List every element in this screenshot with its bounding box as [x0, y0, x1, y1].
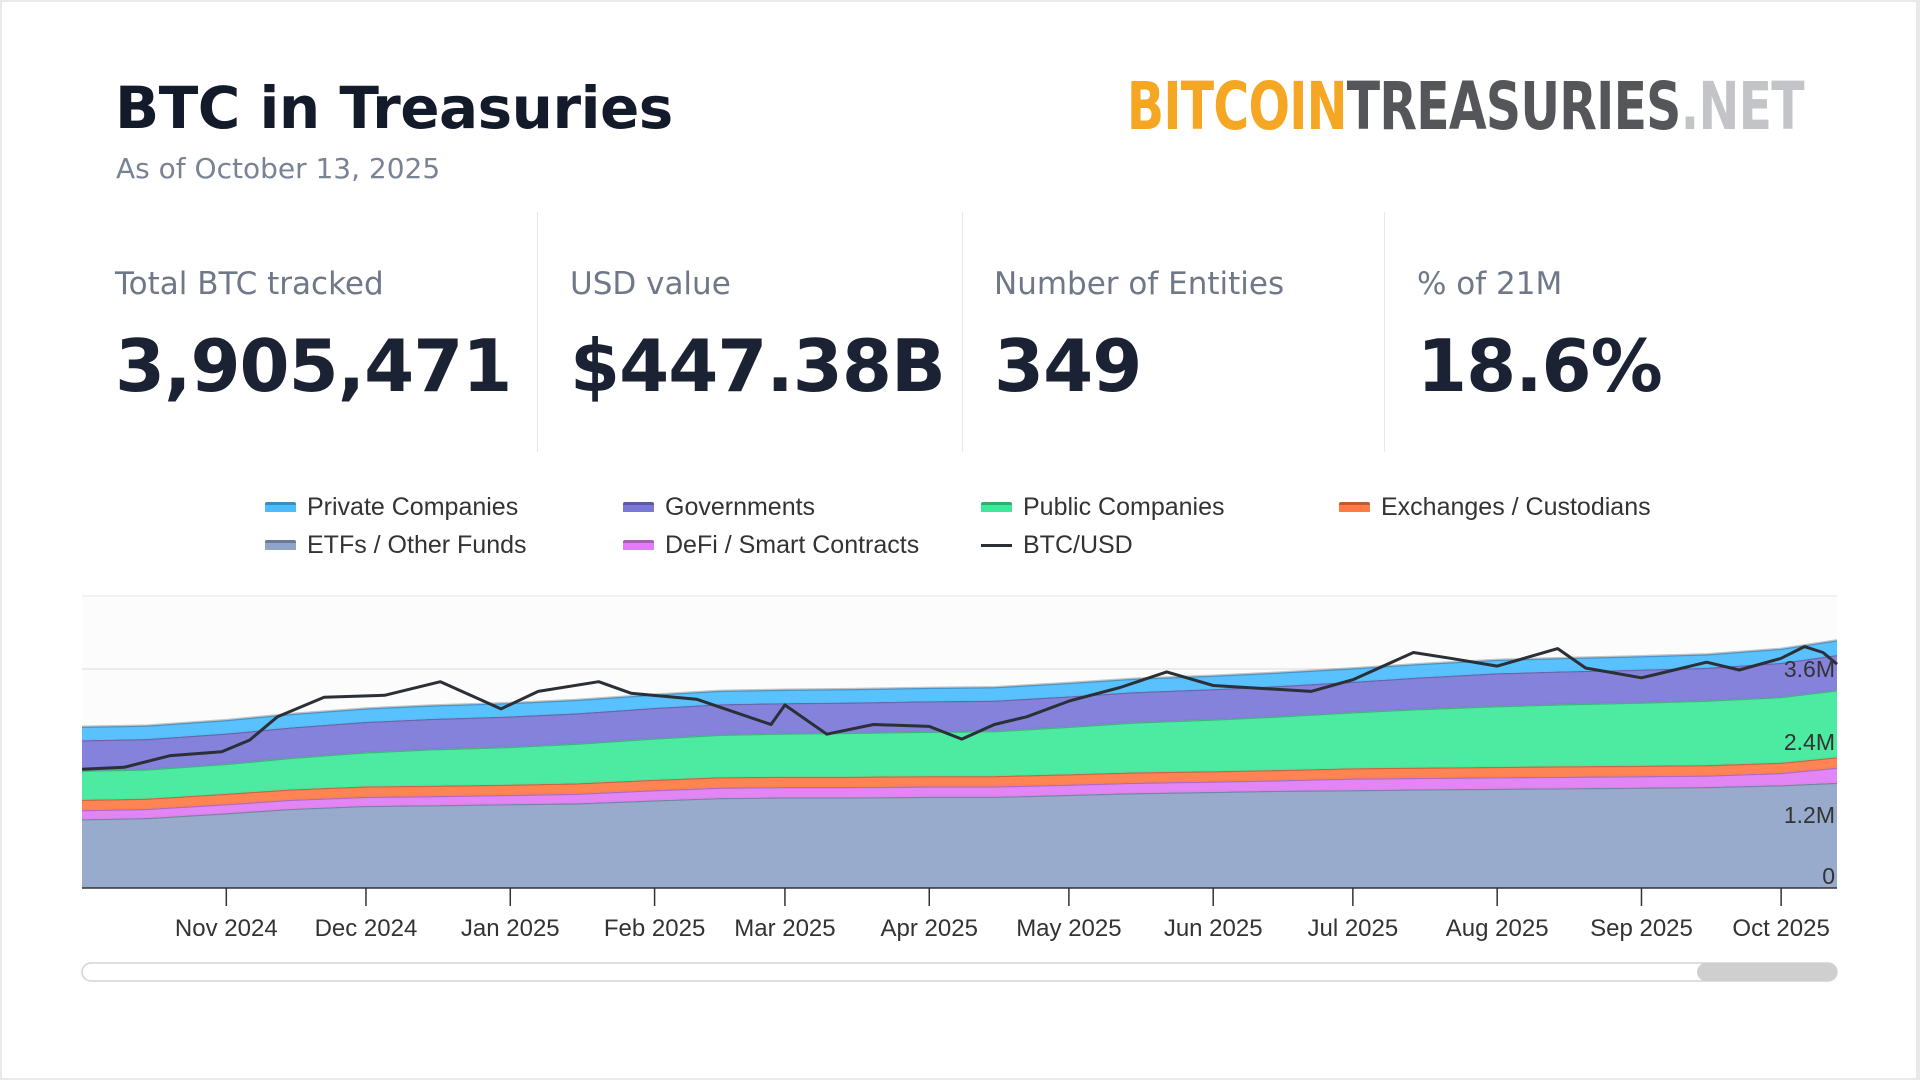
stat-label: USD value	[570, 266, 731, 302]
x-tick-label: May 2025	[1016, 915, 1121, 942]
legend-label: Private Companies	[307, 492, 519, 521]
x-tick-label: Oct 2025	[1732, 915, 1829, 942]
stats-row: Total BTC tracked 3,905,471 USD value $4…	[2, 212, 1916, 452]
legend-swatch	[623, 540, 654, 550]
legend-swatch	[623, 502, 654, 512]
x-tick-label: Dec 2024	[315, 915, 418, 942]
y-tick-label: 2.4M	[1784, 729, 1835, 755]
x-tick-label: Mar 2025	[734, 915, 835, 942]
legend-swatch	[265, 502, 296, 512]
area-defi	[82, 767, 1837, 820]
x-tick-label: Aug 2025	[1446, 915, 1549, 942]
legend-swatch	[981, 502, 1012, 512]
page-subtitle: As of October 13, 2025	[116, 152, 441, 185]
stat-label: Total BTC tracked	[115, 266, 384, 302]
legend-item-etfs[interactable]: ETFs / Other Funds	[265, 530, 527, 560]
legend-label: Exchanges / Custodians	[1381, 492, 1651, 521]
legend-line	[981, 543, 1012, 547]
x-tick-label: Jan 2025	[461, 915, 560, 942]
x-tick-label: Jul 2025	[1307, 915, 1398, 942]
area-public	[82, 690, 1837, 800]
legend-item-public[interactable]: Public Companies	[981, 492, 1225, 522]
legend-item-defi[interactable]: DeFi / Smart Contracts	[623, 530, 919, 560]
stat-value: 3,905,471	[115, 324, 512, 408]
area-governments	[82, 655, 1837, 771]
legend-item-governments[interactable]: Governments	[623, 492, 815, 522]
x-tick-label: Jun 2025	[1164, 915, 1263, 942]
stat-divider	[962, 212, 963, 452]
area-private	[82, 640, 1837, 741]
x-tick-label: Apr 2025	[881, 915, 978, 942]
y-tick-label: 3.6M	[1784, 656, 1835, 682]
area-etfs	[82, 782, 1837, 888]
legend-swatch	[1339, 502, 1370, 512]
legend-item-private[interactable]: Private Companies	[265, 492, 518, 522]
stacked-area-chart: 0 1.2M 2.4M 3.6M Nov 2024 Dec 2024 Jan 2025 Feb…	[81, 595, 1838, 982]
x-tick-label: Sep 2025	[1590, 915, 1693, 942]
area-exchanges	[82, 757, 1837, 811]
page-title: BTC in Treasuries	[115, 74, 673, 142]
legend-label: Governments	[665, 492, 816, 521]
logo-net: .NET	[1680, 68, 1805, 145]
stat-value: 18.6%	[1417, 324, 1663, 408]
x-tick-label: Nov 2024	[175, 915, 278, 942]
y-tick-label: 0	[1822, 863, 1835, 889]
area-edge-defi	[81, 766, 1838, 812]
stat-value: 349	[994, 324, 1142, 408]
stat-label: Number of Entities	[994, 266, 1285, 302]
stat-label: % of 21M	[1417, 266, 1563, 302]
stat-value: $447.38B	[570, 324, 946, 408]
legend-label: ETFs / Other Funds	[307, 530, 527, 559]
legend-label: DeFi / Smart Contracts	[665, 530, 920, 559]
legend-item-btc-usd[interactable]: BTC/USD	[981, 530, 1133, 560]
legend-swatch	[265, 540, 296, 550]
legend-item-exchanges[interactable]: Exchanges / Custodians	[1339, 492, 1651, 522]
chart-legend: Private Companies Governments Public Com…	[2, 492, 1916, 572]
range-scrollbar-track	[81, 962, 1838, 982]
area-edge-private	[81, 639, 1838, 729]
stat-divider	[1384, 212, 1385, 452]
btc-usd-line	[81, 645, 1838, 771]
logo-bitcoin: BITCOIN	[1127, 68, 1348, 145]
brand-logo: BITCOINTREASURIES.NET	[1127, 68, 1805, 145]
x-tick-label: Feb 2025	[604, 915, 705, 942]
legend-label: BTC/USD	[1023, 530, 1133, 559]
area-edge-governments	[81, 653, 1838, 742]
stat-divider	[537, 212, 538, 452]
range-scrollbar-thumb	[1697, 963, 1837, 981]
legend-label: Public Companies	[1023, 492, 1225, 521]
logo-treasuries: TREASURIES	[1347, 68, 1682, 145]
y-tick-label: 1.2M	[1784, 802, 1835, 828]
